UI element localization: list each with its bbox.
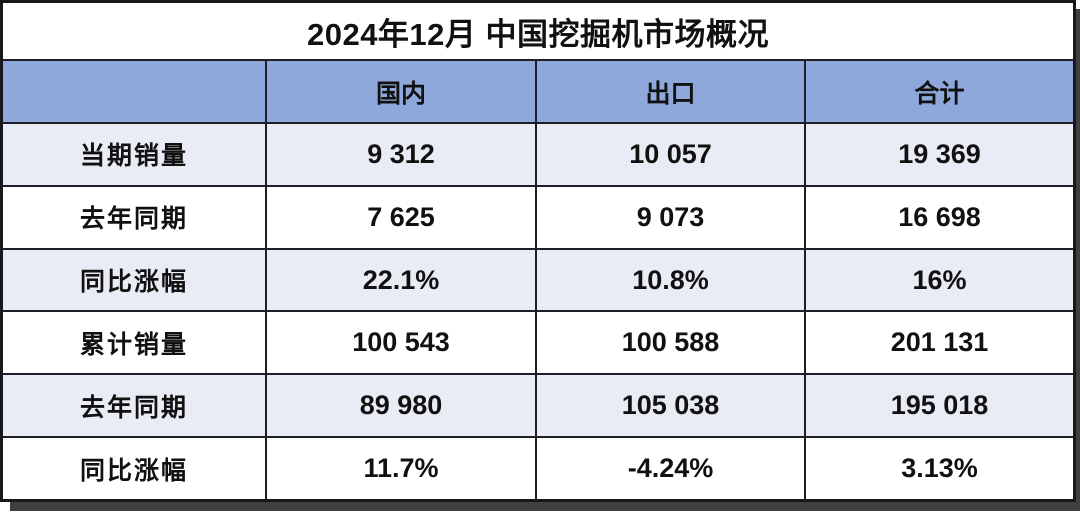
cell-last-year-cumulative-total: 195 018 <box>806 375 1073 437</box>
row-label-cumulative-yoy-growth: 同比涨幅 <box>3 438 265 499</box>
row-label-current-sales: 当期销量 <box>3 124 265 185</box>
cell-last-year-domestic: 7 625 <box>267 186 535 248</box>
cell-cumulative-yoy-domestic: 11.7% <box>267 438 535 499</box>
cell-cumulative-yoy-total: 3.13% <box>806 438 1073 499</box>
cell-last-year-cumulative-export: 105 038 <box>537 375 804 437</box>
row-label-last-year-cumulative: 去年同期 <box>3 375 265 437</box>
cell-current-sales-export: 10 057 <box>537 124 804 185</box>
cell-cumulative-total: 201 131 <box>806 312 1073 374</box>
cell-cumulative-domestic: 100 543 <box>267 312 535 374</box>
header-cell-export: 出口 <box>537 61 804 122</box>
cell-yoy-growth-export: 10.8% <box>537 249 804 311</box>
cell-last-year-export: 9 073 <box>537 186 804 248</box>
header-cell-empty <box>3 61 265 122</box>
row-label-last-year-period: 去年同期 <box>3 186 265 248</box>
cell-last-year-total: 16 698 <box>806 186 1073 248</box>
cell-cumulative-export: 100 588 <box>537 312 804 374</box>
row-label-cumulative-sales: 累计销量 <box>3 312 265 374</box>
table-title: 2024年12月 中国挖掘机市场概况 <box>3 3 1073 59</box>
cell-cumulative-yoy-export: -4.24% <box>537 438 804 499</box>
excavator-market-table: 2024年12月 中国挖掘机市场概况 国内 出口 合计 当期销量 9 312 1… <box>0 0 1076 502</box>
header-cell-domestic: 国内 <box>267 61 535 122</box>
cell-last-year-cumulative-domestic: 89 980 <box>267 375 535 437</box>
header-cell-total: 合计 <box>806 61 1073 122</box>
cell-yoy-growth-total: 16% <box>806 249 1073 311</box>
cell-current-sales-domestic: 9 312 <box>267 124 535 185</box>
cell-current-sales-total: 19 369 <box>806 124 1073 185</box>
row-label-yoy-growth: 同比涨幅 <box>3 249 265 311</box>
cell-yoy-growth-domestic: 22.1% <box>267 249 535 311</box>
